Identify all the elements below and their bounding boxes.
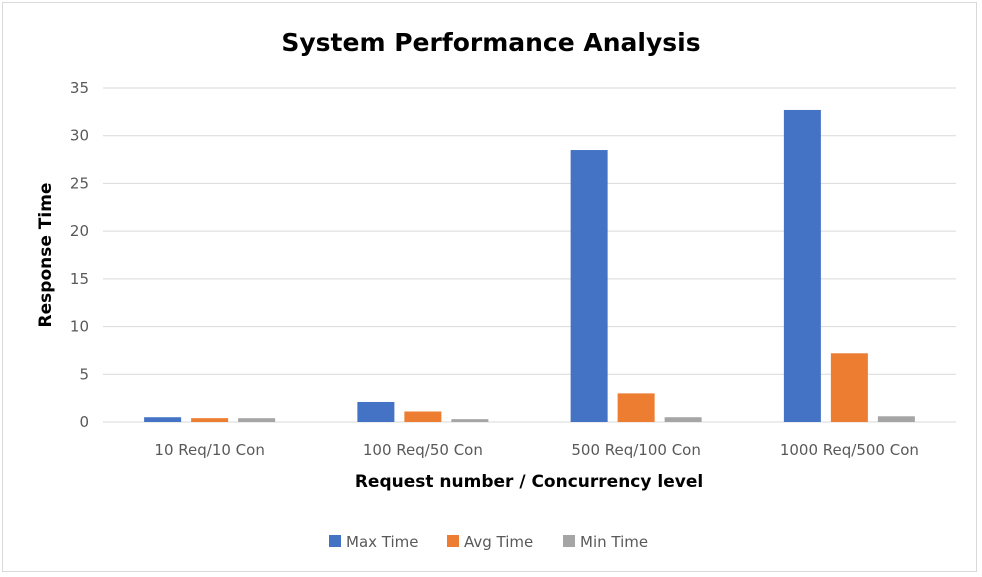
bar-avg-time-3 xyxy=(830,353,868,422)
legend-swatch-max-time xyxy=(329,535,341,547)
bar-min-time-3 xyxy=(877,416,915,422)
y-tick-label: 30 xyxy=(70,127,89,145)
bar-min-time-1 xyxy=(451,419,489,422)
legend: Max Time Avg Time Min Time xyxy=(329,533,648,551)
y-tick-label: 10 xyxy=(70,318,89,336)
bar-max-time-0 xyxy=(144,417,182,422)
y-axis-ticks: 0 5 10 15 20 25 30 35 xyxy=(70,79,89,431)
legend-label: Avg Time xyxy=(464,533,533,551)
y-tick-label: 20 xyxy=(70,222,89,240)
x-axis-ticks: 10 Req/10 Con 100 Req/50 Con 500 Req/100 C… xyxy=(154,441,918,459)
legend-swatch-avg-time xyxy=(447,535,459,547)
bar-min-time-0 xyxy=(238,418,276,422)
legend-label: Max Time xyxy=(346,533,419,551)
chart-title: System Performance Analysis xyxy=(281,28,700,57)
x-tick-label: 1000 Req/500 Con xyxy=(780,441,919,459)
bar-max-time-1 xyxy=(357,401,395,422)
y-tick-label: 25 xyxy=(70,174,89,192)
y-tick-label: 15 xyxy=(70,270,89,288)
y-axis-title: Response Time xyxy=(36,183,56,328)
gridlines xyxy=(103,87,956,423)
bar-max-time-2 xyxy=(570,150,608,422)
bar-min-time-2 xyxy=(664,417,702,422)
x-tick-label: 100 Req/50 Con xyxy=(363,441,483,459)
bar-avg-time-2 xyxy=(617,393,655,422)
x-tick-label: 10 Req/10 Con xyxy=(154,441,264,459)
x-axis-title: Request number / Concurrency level xyxy=(355,472,703,492)
bar-avg-time-1 xyxy=(404,411,442,422)
bars xyxy=(144,109,915,422)
y-tick-label: 35 xyxy=(70,79,89,97)
y-tick-label: 0 xyxy=(79,413,89,431)
bar-avg-time-0 xyxy=(191,418,229,422)
legend-label: Min Time xyxy=(580,533,648,551)
x-tick-label: 500 Req/100 Con xyxy=(571,441,701,459)
y-tick-label: 5 xyxy=(79,365,89,383)
legend-swatch-min-time xyxy=(563,535,575,547)
bar-max-time-3 xyxy=(783,109,821,422)
